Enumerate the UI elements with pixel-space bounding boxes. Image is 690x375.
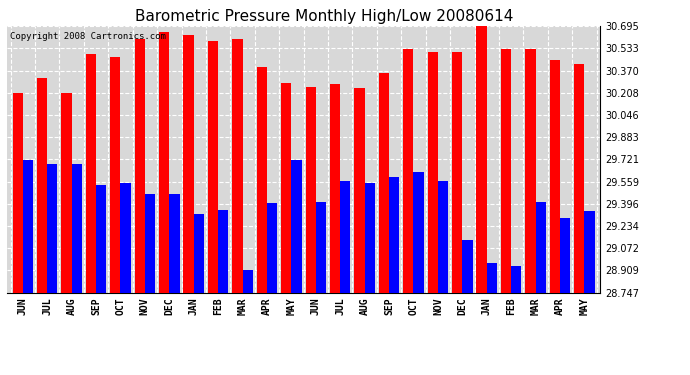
Bar — [379, 74, 389, 292]
Bar — [218, 210, 228, 292]
Bar — [12, 93, 23, 292]
Bar — [330, 84, 340, 292]
Bar — [291, 159, 302, 292]
Bar — [121, 183, 130, 292]
Bar — [574, 64, 584, 292]
Bar — [584, 211, 595, 292]
Bar — [535, 202, 546, 292]
Bar — [267, 203, 277, 292]
Bar — [86, 54, 96, 292]
Bar — [477, 26, 486, 292]
Bar — [169, 194, 179, 292]
Bar — [257, 67, 267, 292]
Bar — [184, 35, 194, 292]
Bar — [355, 88, 364, 292]
Bar — [428, 51, 438, 292]
Bar — [364, 183, 375, 292]
Bar — [306, 87, 316, 292]
Bar — [452, 51, 462, 292]
Bar — [550, 60, 560, 292]
Bar — [194, 214, 204, 292]
Bar — [72, 164, 82, 292]
Bar — [110, 57, 121, 292]
Bar — [389, 177, 400, 292]
Bar — [462, 240, 473, 292]
Bar — [501, 49, 511, 292]
Bar — [525, 49, 535, 292]
Bar — [243, 270, 253, 292]
Bar — [135, 39, 145, 292]
Bar — [47, 164, 57, 292]
Bar — [159, 32, 169, 292]
Bar — [96, 186, 106, 292]
Bar — [145, 194, 155, 292]
Bar — [486, 263, 497, 292]
Bar — [208, 40, 218, 292]
Bar — [511, 266, 522, 292]
Bar — [403, 49, 413, 292]
Bar — [316, 202, 326, 292]
Bar — [281, 83, 291, 292]
Bar — [61, 93, 72, 292]
Bar — [23, 159, 33, 292]
Bar — [340, 182, 351, 292]
Text: Barometric Pressure Monthly High/Low 20080614: Barometric Pressure Monthly High/Low 200… — [135, 9, 513, 24]
Bar — [233, 39, 243, 292]
Bar — [560, 218, 570, 292]
Bar — [413, 172, 424, 292]
Text: Copyright 2008 Cartronics.com: Copyright 2008 Cartronics.com — [10, 32, 166, 40]
Bar — [37, 78, 47, 292]
Bar — [438, 182, 449, 292]
